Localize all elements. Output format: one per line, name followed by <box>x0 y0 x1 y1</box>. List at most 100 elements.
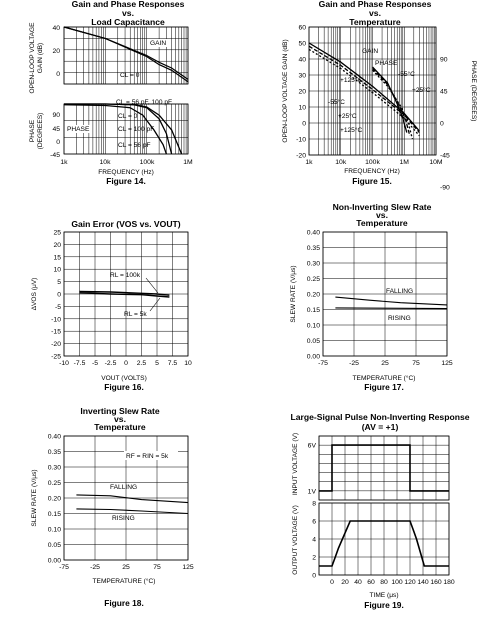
fig16-xtick-3: -2.5 <box>105 360 117 367</box>
fig19-xtick-2: 40 <box>354 579 362 586</box>
fig18-plot-area <box>63 435 189 561</box>
fig15-xlabel: FREQUENCY (Hz) <box>344 168 400 175</box>
fig18-ytick-0: 0.40 <box>48 434 61 441</box>
fig18-xtick-0: -75 <box>59 564 69 571</box>
fig14-annotation-cl100: CL = 100 pF <box>118 126 154 133</box>
fig18-y-ticks: 0.40 0.35 0.30 0.25 0.20 0.15 0.10 0.05 0.00 <box>48 434 61 565</box>
fig15-ytick-4: 20 <box>298 89 306 96</box>
fig18-ytick-8: 0.00 <box>48 558 61 565</box>
fig16-ytick-5: 0 <box>57 292 61 299</box>
fig15-title-line3: Temperature <box>349 17 401 27</box>
fig15-annotation-phase: PHASE <box>375 60 398 67</box>
fig18-xtick-4: 125 <box>182 564 194 571</box>
fig16-ytick-0: 25 <box>53 230 61 237</box>
fig14-gain-panel <box>63 26 189 85</box>
fig18-xtick-2: 25 <box>122 564 130 571</box>
fig16-ytick-7: -10 <box>51 316 61 323</box>
fig14-annotation-cl56: CL = 56 pF <box>118 142 151 149</box>
fig14-figure-label: Figure 14. <box>106 176 146 186</box>
fig19-xtick-3: 60 <box>367 579 375 586</box>
fig16-ytick-10: -25 <box>51 354 61 361</box>
fig15-y2tick-4: -90 <box>440 185 450 192</box>
fig18-xtick-3: 75 <box>153 564 161 571</box>
fig19-ylabel-output: OUTPUT VOLTAGE (V) <box>292 505 299 575</box>
fig19-figure-label: Figure 19. <box>364 600 404 610</box>
fig19-xtick-8: 160 <box>430 579 442 586</box>
fig18-line-1 <box>76 508 189 515</box>
fig18-xlabel: TEMPERATURE (°C) <box>93 577 156 585</box>
fig14-annotation-cl0-top: CL = 0 <box>120 72 140 79</box>
fig16-xtick-7: 7.5 <box>168 360 178 367</box>
fig18-ylabel: SLEW RATE (V/μs) <box>31 469 38 526</box>
fig14-ylabel-phase-1: PHASE <box>29 119 36 142</box>
fig19-x-ticks: 0 20 40 60 80 100 120 140 160 180 <box>330 579 455 586</box>
fig19-ytick-output-0: 8 <box>312 501 316 508</box>
fig15-phase-line-2 <box>372 69 414 140</box>
fig19-input-panel <box>318 435 450 501</box>
fig14-xtick-1M: 1M <box>183 159 193 166</box>
fig17-plot-area <box>322 231 448 357</box>
fig17-xlabel: TEMPERATURE (°C) <box>353 374 416 382</box>
fig15-annotation-gain-p125: +125°C <box>340 76 362 84</box>
fig14-annotation-phase-bg <box>66 125 90 133</box>
fig17-figure-label: Figure 17. <box>364 382 404 392</box>
fig17-xtick-4: 125 <box>441 360 453 367</box>
fig14-title-line1: Gain and Phase Responses <box>72 0 185 9</box>
fig19-y-ticks: 6V 1V 8 6 4 2 0 <box>308 443 317 580</box>
fig14-ytick-gain-0: 0 <box>56 71 60 78</box>
fig15-ytick-1: 50 <box>298 41 306 48</box>
fig14-xtick-10k: 10k <box>100 159 112 166</box>
fig17-ytick-8: 0.00 <box>307 354 320 361</box>
figure-17-chart: Non-Inverting Slew Rate vs. Temperature … <box>290 202 453 392</box>
fig14-title-line2: vs. <box>122 8 134 18</box>
fig18-x-ticks: -75 -25 25 75 125 <box>59 564 194 571</box>
fig14-ytick-phase-0: 0 <box>56 139 60 146</box>
fig14-annotation-gain-bg <box>148 39 168 47</box>
figure-18-chart: Inverting Slew Rate vs. Temperature 0.40… <box>31 406 194 608</box>
fig14-ylabel-phase-2: (DEGREES) <box>37 113 44 150</box>
fig16-annotation-rl5k: RL = 5k <box>124 311 147 318</box>
fig15-annotation-gain: GAIN <box>362 48 378 55</box>
fig16-line-0 <box>79 290 170 296</box>
fig15-x-ticks: 1k 10k 100k 1M 10M <box>305 159 443 166</box>
fig18-ytick-5: 0.15 <box>48 511 61 518</box>
fig15-xtick-1: 10k <box>335 159 347 166</box>
fig14-annotation-cl56-100: CL = 56 pF, 100 pF <box>116 99 172 106</box>
fig15-y2label: PHASE (DEGREES) <box>470 61 477 122</box>
fig16-xtick-2: -5 <box>92 360 98 367</box>
figure-16-chart: Gain Error (VOS vs. VOUT) 2520151050-5-1… <box>31 219 192 392</box>
fig15-ytick-7: -10 <box>296 137 306 144</box>
fig15-figure-label: Figure 15. <box>352 176 392 186</box>
fig18-title-line1: Inverting Slew Rate <box>80 406 159 416</box>
fig14-ylabel-gain-2: GAIN (dB) <box>37 43 44 73</box>
fig18-title-line3: Temperature <box>94 422 146 432</box>
fig19-title-line2: (AV = +1) <box>362 422 399 432</box>
fig19-ytick-output-4: 0 <box>312 573 316 580</box>
fig14-xtick-100k: 100k <box>140 159 155 166</box>
fig15-ytick-3: 30 <box>298 73 306 80</box>
fig14-title-line3: Load Capacitance <box>91 17 165 27</box>
fig16-xtick-5: 2.5 <box>137 360 147 367</box>
fig16-ytick-9: -20 <box>51 341 61 348</box>
fig17-title-line2: vs. <box>376 210 388 220</box>
fig14-ylabel-gain-1: OPEN-LOOP VOLTAGE <box>29 22 36 94</box>
fig19-input-line-0 <box>319 444 449 492</box>
fig18-annotation-rising: RISING <box>112 515 135 522</box>
fig15-gain-line-1 <box>308 45 420 134</box>
fig17-title-line3: Temperature <box>356 218 408 228</box>
fig16-ytick-8: -15 <box>51 329 61 336</box>
fig17-line-0 <box>335 296 448 306</box>
fig14-ytick-phase-45: 45 <box>52 126 60 133</box>
fig15-ytick-0: 60 <box>298 25 306 32</box>
fig15-gain-line-2 <box>308 48 420 137</box>
fig19-xtick-1: 20 <box>341 579 349 586</box>
fig16-leader-rl5k <box>149 297 161 312</box>
fig16-xlabel: VOUT (VOLTS) <box>101 375 147 382</box>
fig15-title-line1: Gain and Phase Responses <box>319 0 432 9</box>
fig15-ytick-8: -20 <box>296 153 306 160</box>
fig14-gain-line-1 <box>63 26 189 80</box>
fig16-ytick-3: 10 <box>53 267 61 274</box>
fig15-title-line2: vs. <box>369 8 381 18</box>
fig14-phase-line-2 <box>63 104 168 155</box>
